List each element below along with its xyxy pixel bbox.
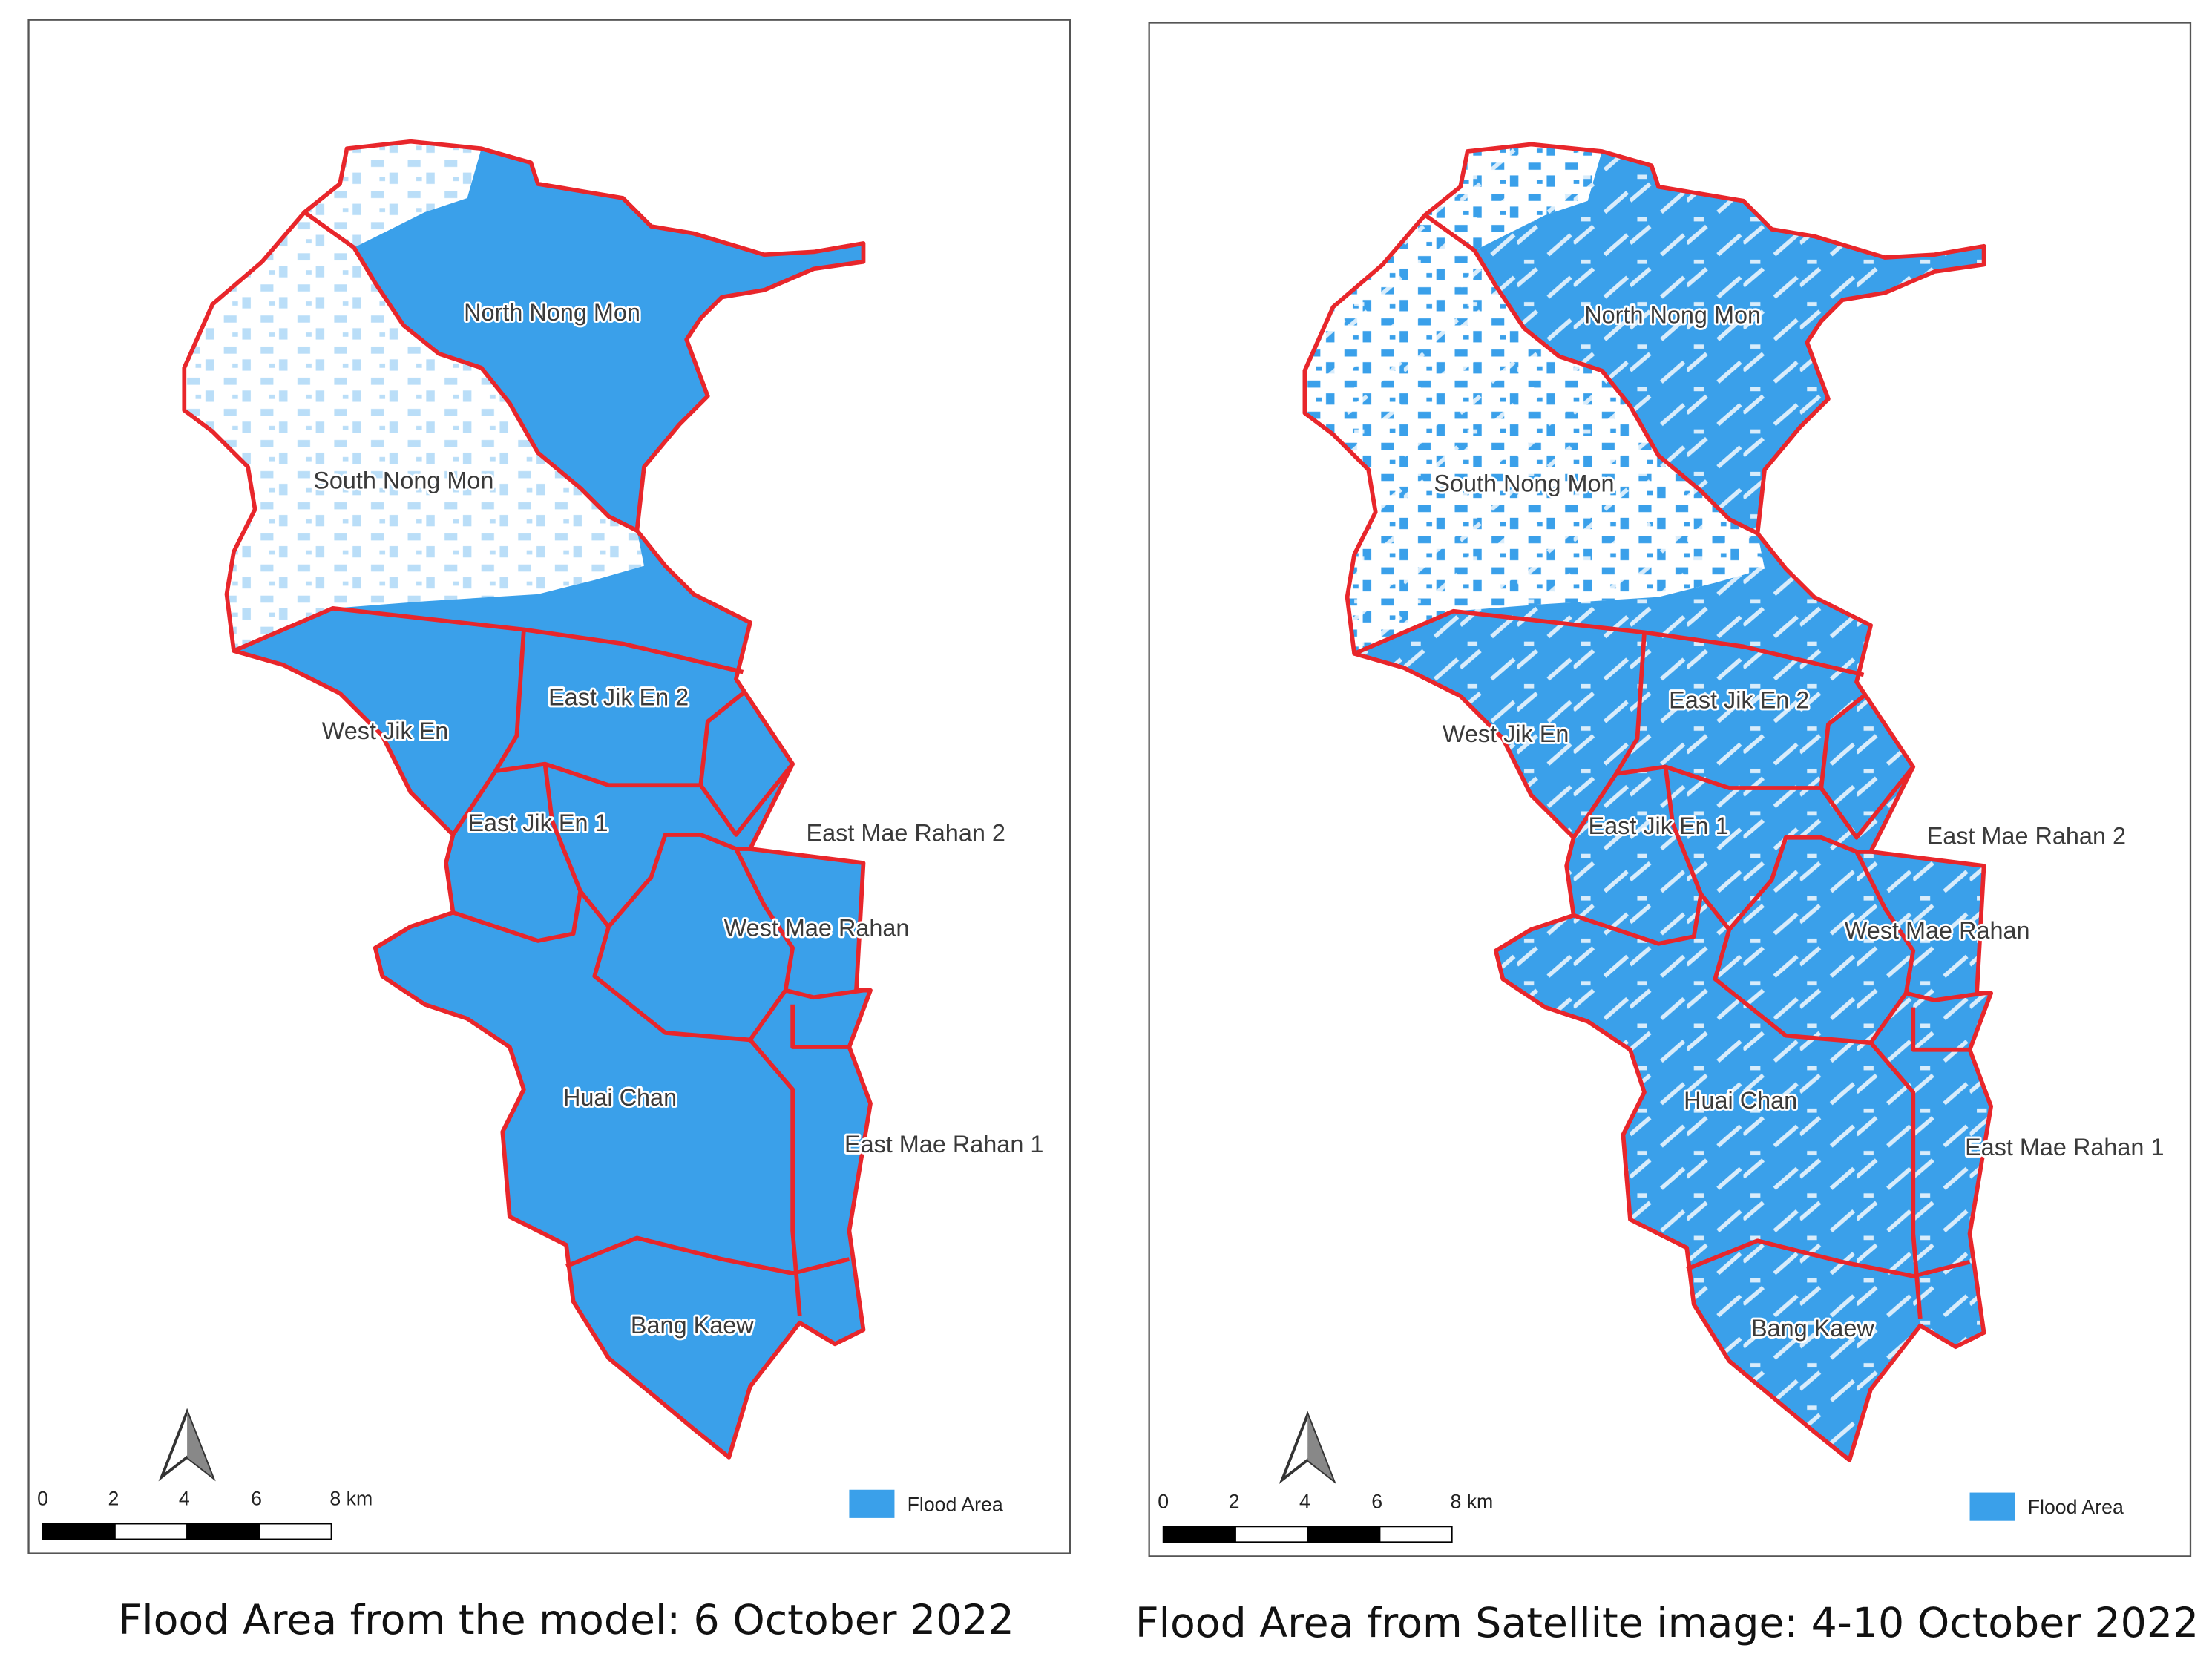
- legend-swatch: [1969, 1492, 2015, 1521]
- district-label: East Mae Rahan 1: [844, 1131, 1043, 1158]
- district-label: West Mae Rahan: [724, 914, 910, 941]
- district-label: East Jik En 1: [1589, 812, 1729, 839]
- scale-bar-segment: [1307, 1526, 1381, 1543]
- district-label: East Jik En 1: [467, 810, 608, 836]
- scale-tick-label: 6: [1371, 1491, 1382, 1513]
- map-panel: North Nong Mon South Nong Mon West Jik En E…: [1135, 22, 2199, 1647]
- scale-tick-label: 0: [1158, 1491, 1169, 1513]
- scale-bar-segment: [1162, 1526, 1236, 1543]
- district-label: Huai Chan: [1684, 1087, 1797, 1114]
- district-label: North Nong Mon: [464, 299, 640, 326]
- scale-bar-segment: [258, 1523, 332, 1540]
- scale-tick-label: 0: [37, 1488, 48, 1510]
- scale-bar-segment: [1235, 1526, 1309, 1543]
- district-label: North Nong Mon: [1584, 302, 1761, 329]
- district-label: East Jik En 2: [1669, 686, 1809, 713]
- scale-tick-label: 4: [179, 1488, 190, 1510]
- scale-tick-label: 2: [108, 1488, 119, 1510]
- district-label: Bang Kaew: [1751, 1315, 1874, 1342]
- district-label: East Mae Rahan 2: [806, 820, 1005, 847]
- scale-bar-segment: [42, 1523, 116, 1540]
- scale-bar-segment: [114, 1523, 188, 1540]
- district-label: East Jik En 2: [548, 683, 689, 710]
- district-label: South Nong Mon: [1434, 470, 1614, 497]
- scale-tick-label: 4: [1299, 1491, 1310, 1513]
- map-caption: Flood Area from the model: 6 October 202…: [118, 1597, 1014, 1644]
- district-label: East Mae Rahan 2: [1927, 822, 2126, 849]
- district-label: West Jik En: [1443, 720, 1569, 747]
- scale-tick-label: 8 km: [329, 1488, 373, 1510]
- legend-swatch: [849, 1489, 895, 1518]
- district-label: Huai Chan: [563, 1084, 677, 1111]
- scale-tick-label: 8 km: [1450, 1491, 1493, 1513]
- scale-bar-segment: [186, 1523, 260, 1540]
- scale-tick-label: 6: [251, 1488, 262, 1510]
- district-label: South Nong Mon: [313, 467, 493, 494]
- district-label: East Mae Rahan 1: [1965, 1134, 2164, 1160]
- north-arrow-shade: [1307, 1414, 1333, 1480]
- district-label: West Mae Rahan: [1845, 917, 2030, 944]
- map-caption: Flood Area from Satellite image: 4-10 Oc…: [1135, 1600, 2199, 1647]
- district-label: Bang Kaew: [631, 1312, 754, 1339]
- legend-label: Flood Area: [2028, 1496, 2124, 1518]
- legend-label: Flood Area: [908, 1493, 1003, 1515]
- map-panel: North Nong Mon South Nong Mon West Jik En E…: [27, 19, 1071, 1644]
- scale-bar-segment: [1379, 1526, 1453, 1543]
- district-label: West Jik En: [322, 718, 448, 744]
- scale-tick-label: 2: [1229, 1491, 1240, 1513]
